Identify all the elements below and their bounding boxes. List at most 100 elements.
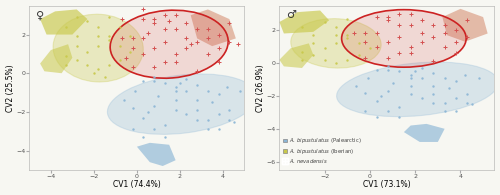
Point [372, 32, 380, 35]
Point [62, 25, 70, 28]
Point [144, 110, 152, 113]
Point [72, 35, 80, 38]
Point [430, 71, 438, 74]
Polygon shape [190, 9, 236, 46]
Point [440, 45, 448, 48]
Point [193, 70, 201, 73]
X-axis label: CV1 (73.1%): CV1 (73.1%) [363, 180, 410, 190]
Polygon shape [280, 11, 329, 34]
Point [72, 58, 80, 61]
Point [126, 35, 134, 38]
Point [161, 136, 169, 139]
Point [418, 76, 426, 79]
Point [223, 85, 231, 88]
Point [464, 19, 471, 22]
Point [372, 99, 380, 102]
Point [430, 60, 438, 63]
Point [116, 45, 124, 48]
Point [214, 128, 222, 131]
Point [193, 27, 201, 30]
Point [344, 37, 351, 40]
Point [452, 40, 460, 43]
Point [372, 45, 380, 48]
Ellipse shape [291, 19, 381, 68]
Point [150, 105, 158, 108]
Legend: $A$. $bipustulatus$ (Palearctic), $A$. $bipustulatus$ (Iberian), $A$. $nevadensi: $A$. $bipustulatus$ (Palearctic), $A$. $… [282, 136, 362, 166]
Point [406, 93, 414, 96]
Point [362, 40, 370, 43]
Ellipse shape [53, 14, 144, 82]
Point [131, 89, 139, 92]
Point [100, 75, 108, 79]
X-axis label: CV1 (74.4%): CV1 (74.4%) [113, 180, 161, 190]
Text: ♀: ♀ [36, 11, 44, 20]
Point [161, 27, 169, 30]
Point [464, 35, 471, 38]
Point [182, 77, 190, 81]
Point [214, 93, 222, 96]
Point [105, 39, 113, 42]
Point [116, 58, 124, 61]
Point [154, 95, 162, 98]
Point [105, 16, 113, 19]
Point [406, 76, 414, 79]
Point [452, 29, 460, 32]
Point [150, 47, 158, 50]
Point [226, 118, 234, 121]
Point [172, 60, 179, 63]
Point [193, 83, 201, 86]
Point [172, 89, 179, 92]
Point [372, 68, 380, 71]
Point [384, 109, 392, 112]
Point [116, 25, 124, 28]
Point [406, 24, 414, 27]
Point [172, 14, 179, 17]
Point [354, 53, 362, 56]
Point [430, 35, 438, 38]
Point [396, 35, 404, 38]
Point [105, 35, 113, 38]
Point [118, 37, 126, 40]
Point [140, 8, 147, 11]
Point [126, 50, 134, 53]
Y-axis label: CV2 (25.5%): CV2 (25.5%) [6, 64, 15, 112]
Point [406, 84, 414, 88]
Point [388, 81, 396, 84]
Point [176, 81, 184, 84]
Point [72, 16, 80, 19]
Point [298, 50, 306, 53]
Point [172, 85, 179, 88]
Point [372, 116, 380, 119]
Point [396, 52, 404, 55]
Point [140, 37, 147, 40]
Point [366, 47, 374, 50]
Point [396, 12, 404, 15]
Point [440, 101, 448, 104]
Point [186, 43, 194, 46]
Point [214, 33, 222, 36]
Point [377, 94, 385, 98]
Point [452, 109, 460, 112]
Point [384, 68, 392, 71]
Point [332, 61, 340, 65]
Point [144, 31, 152, 34]
Point [214, 60, 222, 63]
Point [298, 58, 306, 61]
Point [430, 101, 438, 104]
Point [193, 118, 201, 121]
Point [84, 20, 92, 23]
Point [226, 108, 234, 112]
Point [464, 101, 471, 104]
Point [161, 60, 169, 63]
Point [440, 76, 448, 79]
Point [128, 37, 136, 40]
Point [396, 70, 404, 73]
Point [193, 41, 201, 44]
Point [396, 106, 404, 109]
Point [418, 32, 426, 35]
Point [150, 18, 158, 21]
Point [362, 32, 370, 35]
Point [128, 66, 136, 69]
Point [208, 101, 216, 104]
Point [204, 37, 212, 40]
